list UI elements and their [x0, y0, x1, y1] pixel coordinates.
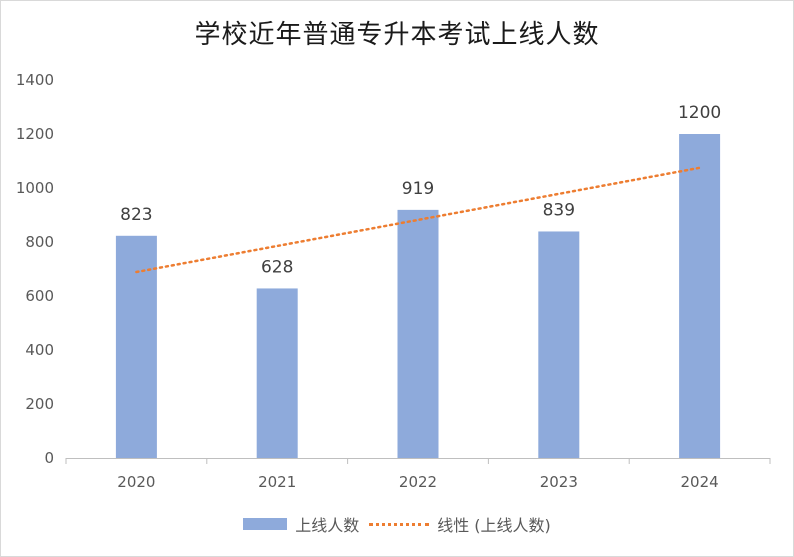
trendline — [135, 166, 701, 274]
legend-bar-swatch — [243, 518, 288, 530]
chart-title: 学校近年普通专升本考试上线人数 — [194, 20, 600, 50]
legend-trendline-label: 线性 (上线人数) — [437, 516, 551, 535]
y-tick-label: 1000 — [16, 179, 54, 197]
bar-series — [115, 134, 721, 458]
trendline-group — [135, 166, 701, 274]
y-tick-label: 200 — [25, 395, 54, 413]
x-tick-label: 2022 — [399, 473, 437, 491]
legend-trendline-swatch — [369, 522, 430, 526]
x-tick-label: 2020 — [117, 473, 155, 491]
data-label: 628 — [261, 257, 293, 277]
x-tick-label: 2024 — [681, 473, 719, 491]
y-tick-label: 800 — [25, 233, 54, 251]
legend-item-bars: 上线人数 — [243, 512, 359, 536]
bar-2023 — [538, 231, 580, 458]
y-tick-label: 1200 — [16, 125, 54, 143]
y-tick-label: 0 — [44, 449, 54, 467]
data-label: 823 — [120, 205, 152, 225]
bar-2021 — [256, 288, 298, 458]
legend-item-trendline: 线性 (上线人数) — [369, 512, 551, 536]
y-tick-label: 1400 — [16, 71, 54, 89]
data-labels: 823 628 919 839 1200 — [120, 103, 721, 277]
bar-2024 — [679, 134, 721, 458]
y-tick-label: 600 — [25, 287, 54, 305]
x-tick-label: 2021 — [258, 473, 296, 491]
legend: 上线人数 线性 (上线人数) — [0, 512, 794, 536]
y-tick-label: 400 — [25, 341, 54, 359]
legend-bar-label: 上线人数 — [295, 516, 360, 535]
data-label: 1200 — [678, 103, 721, 123]
data-label: 839 — [543, 200, 575, 220]
bar-2022 — [397, 209, 439, 458]
y-axis-labels: 0 200 400 600 800 1000 1200 1400 — [16, 71, 54, 467]
x-tick-label: 2023 — [540, 473, 578, 491]
x-axis: 2020 2021 2022 2023 2024 — [65, 458, 771, 491]
data-label: 919 — [402, 179, 434, 199]
